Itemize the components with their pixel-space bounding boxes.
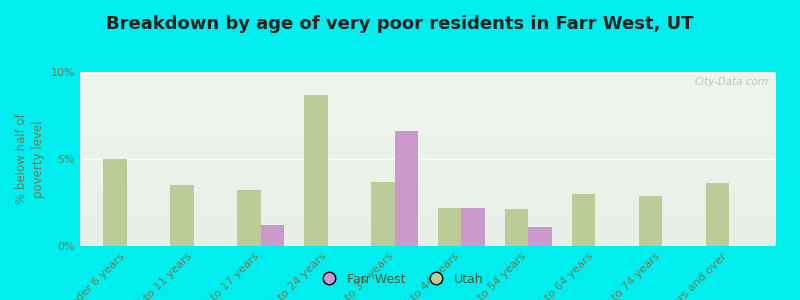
Bar [261, 225, 284, 246]
Bar [238, 190, 261, 246]
Bar [170, 185, 194, 246]
Bar [462, 208, 485, 246]
Text: City-Data.com: City-Data.com [695, 77, 769, 87]
Y-axis label: % below half of
poverty level: % below half of poverty level [15, 114, 45, 204]
Bar [394, 131, 418, 246]
Bar [706, 183, 729, 246]
Text: Breakdown by age of very poor residents in Farr West, UT: Breakdown by age of very poor residents … [106, 15, 694, 33]
Bar [103, 159, 127, 246]
Bar [371, 182, 394, 246]
Legend: Farr West, Utah: Farr West, Utah [311, 268, 489, 291]
Bar [438, 208, 462, 246]
Bar [639, 196, 662, 246]
Bar [528, 227, 552, 246]
Bar [572, 194, 595, 246]
Bar [505, 209, 528, 246]
Bar [304, 94, 328, 246]
